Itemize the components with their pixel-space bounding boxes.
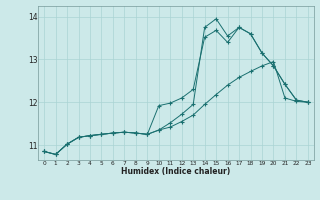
X-axis label: Humidex (Indice chaleur): Humidex (Indice chaleur) [121, 167, 231, 176]
